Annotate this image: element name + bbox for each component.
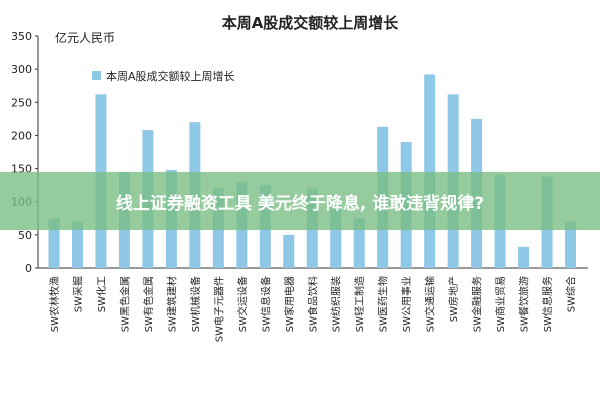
bar-16 bbox=[424, 74, 436, 269]
headline-text: 线上证券融资工具 美元终于降息, 谁敢违背规律? bbox=[115, 193, 485, 214]
x-category-label: SW纺织服装 bbox=[330, 276, 343, 332]
x-category-label: SW有色金属 bbox=[142, 276, 155, 332]
y-tick-label: 0 bbox=[25, 262, 32, 275]
x-category-label: SW房地产 bbox=[447, 276, 460, 322]
x-category-label: SW医药生物 bbox=[377, 276, 390, 332]
x-category-label: SW家用电器 bbox=[283, 276, 296, 332]
bar-1 bbox=[71, 221, 83, 268]
x-category-label: SW综合 bbox=[565, 276, 578, 312]
x-category-label: SW化工 bbox=[95, 276, 108, 312]
x-category-label: SW信息设备 bbox=[259, 276, 272, 332]
x-category-label: SW商业贸易 bbox=[494, 276, 507, 332]
bar-0 bbox=[48, 218, 60, 268]
x-category-label: SW黑色金属 bbox=[118, 276, 131, 332]
x-category-label: SW采掘 bbox=[71, 276, 84, 312]
x-category-label: SW餐饮旅游 bbox=[518, 276, 531, 332]
x-axis-labels: SW农林牧渔 SW采掘 SW化工 SW黑色金属 SW有色金属 SW建筑建材 SW机械设备 SW… bbox=[48, 276, 578, 342]
x-category-label: SW公用事业 bbox=[400, 276, 413, 332]
x-category-label: SW机械设备 bbox=[189, 276, 202, 332]
y-tick-label: 50 bbox=[18, 229, 32, 242]
y-tick-label: 300 bbox=[11, 63, 32, 76]
bar-13 bbox=[353, 218, 365, 268]
y-tick-label: 200 bbox=[11, 129, 32, 142]
y-tick-label: 250 bbox=[11, 96, 32, 109]
x-category-label: SW轻工制造 bbox=[353, 276, 366, 332]
x-category-label: SW交运设备 bbox=[236, 276, 249, 332]
x-category-label: SW信息服务 bbox=[541, 276, 554, 332]
bar-12 bbox=[330, 195, 342, 268]
headline-banner[interactable]: 线上证券融资工具 美元终于降息, 谁敢违背规律? bbox=[0, 172, 600, 230]
bar-22 bbox=[565, 221, 577, 268]
x-category-label: SW食品饮料 bbox=[306, 276, 319, 332]
chart-title: 本周A股成交额较上周增长 bbox=[222, 14, 400, 32]
x-category-label: SW交通运输 bbox=[424, 276, 437, 332]
bar-20 bbox=[518, 246, 530, 268]
y-tick-label: 350 bbox=[11, 30, 32, 43]
x-category-label: SW电子元器件 bbox=[212, 276, 225, 342]
legend: 本周A股成交额较上周增长 bbox=[92, 69, 235, 83]
x-category-label: SW农林牧渔 bbox=[48, 276, 61, 332]
y-axis-unit-label: 亿元人民币 bbox=[55, 30, 115, 45]
legend-swatch bbox=[92, 71, 101, 80]
bar-10 bbox=[283, 234, 295, 268]
x-category-label: SW建筑建材 bbox=[165, 276, 178, 332]
x-category-label: SW金融服务 bbox=[471, 276, 484, 332]
legend-label: 本周A股成交额较上周增长 bbox=[106, 69, 235, 83]
